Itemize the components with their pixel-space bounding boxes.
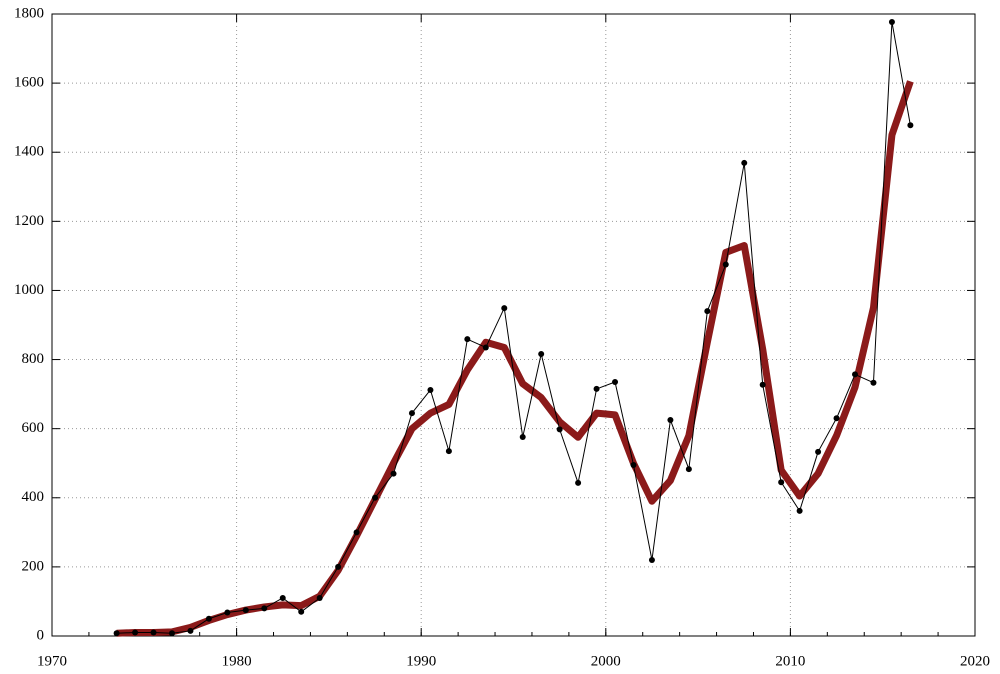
y-tick-label: 1600 [14, 75, 44, 91]
x-tick-label: 1980 [222, 653, 252, 669]
y-tick-label: 0 [37, 627, 45, 643]
data-point [445, 448, 452, 455]
data-point [464, 336, 471, 343]
data-point [833, 415, 840, 422]
data-point [852, 371, 859, 378]
data-point [722, 261, 729, 268]
data-point [870, 379, 877, 386]
x-tick-label: 1990 [406, 653, 436, 669]
data-point [205, 615, 212, 622]
data-point [556, 426, 563, 433]
data-point [168, 630, 175, 637]
data-point [704, 308, 711, 315]
data-point [538, 351, 545, 358]
y-tick-label: 200 [22, 558, 45, 574]
data-point [630, 461, 637, 468]
x-tick-label: 2000 [591, 653, 621, 669]
data-point [150, 629, 157, 636]
data-point [132, 629, 139, 636]
y-tick-label: 1000 [14, 282, 44, 298]
data-point [593, 385, 600, 392]
data-point [778, 479, 785, 486]
data-point [815, 448, 822, 455]
y-tick-label: 1800 [14, 5, 44, 21]
series-line [116, 80, 914, 637]
data-point [907, 122, 914, 129]
x-tick-label: 1970 [37, 653, 67, 669]
data-point [741, 159, 748, 166]
data-point [261, 605, 268, 612]
data-point [427, 386, 434, 393]
y-tick-label: 1200 [14, 213, 44, 229]
data-point [408, 410, 415, 417]
data-point [796, 507, 803, 514]
data-point [519, 433, 526, 440]
data-point [316, 594, 323, 601]
data-point [113, 630, 120, 637]
plot-frame [51, 13, 976, 637]
data-point [575, 479, 582, 486]
data-point [242, 607, 249, 614]
data-point [759, 381, 766, 388]
data-point [279, 594, 286, 601]
data-point [353, 529, 360, 536]
data-point [390, 470, 397, 477]
data-point [335, 563, 342, 570]
data-point [187, 627, 194, 634]
data-point [482, 344, 489, 351]
y-tick-label: 400 [22, 489, 45, 505]
data-point [888, 18, 895, 25]
y-tick-label: 1400 [14, 144, 44, 160]
data-point [298, 608, 305, 615]
x-tick-label: 2010 [775, 653, 805, 669]
x-tick-label: 2020 [960, 653, 990, 669]
series-line [116, 21, 911, 634]
data-point [667, 417, 674, 424]
data-point [648, 556, 655, 563]
data-point [501, 305, 508, 312]
data-point [224, 609, 231, 616]
y-tick-label: 800 [22, 351, 45, 367]
data-point [612, 379, 619, 386]
data-point [372, 494, 379, 501]
data-point [685, 466, 692, 473]
y-tick-label: 600 [22, 420, 45, 436]
